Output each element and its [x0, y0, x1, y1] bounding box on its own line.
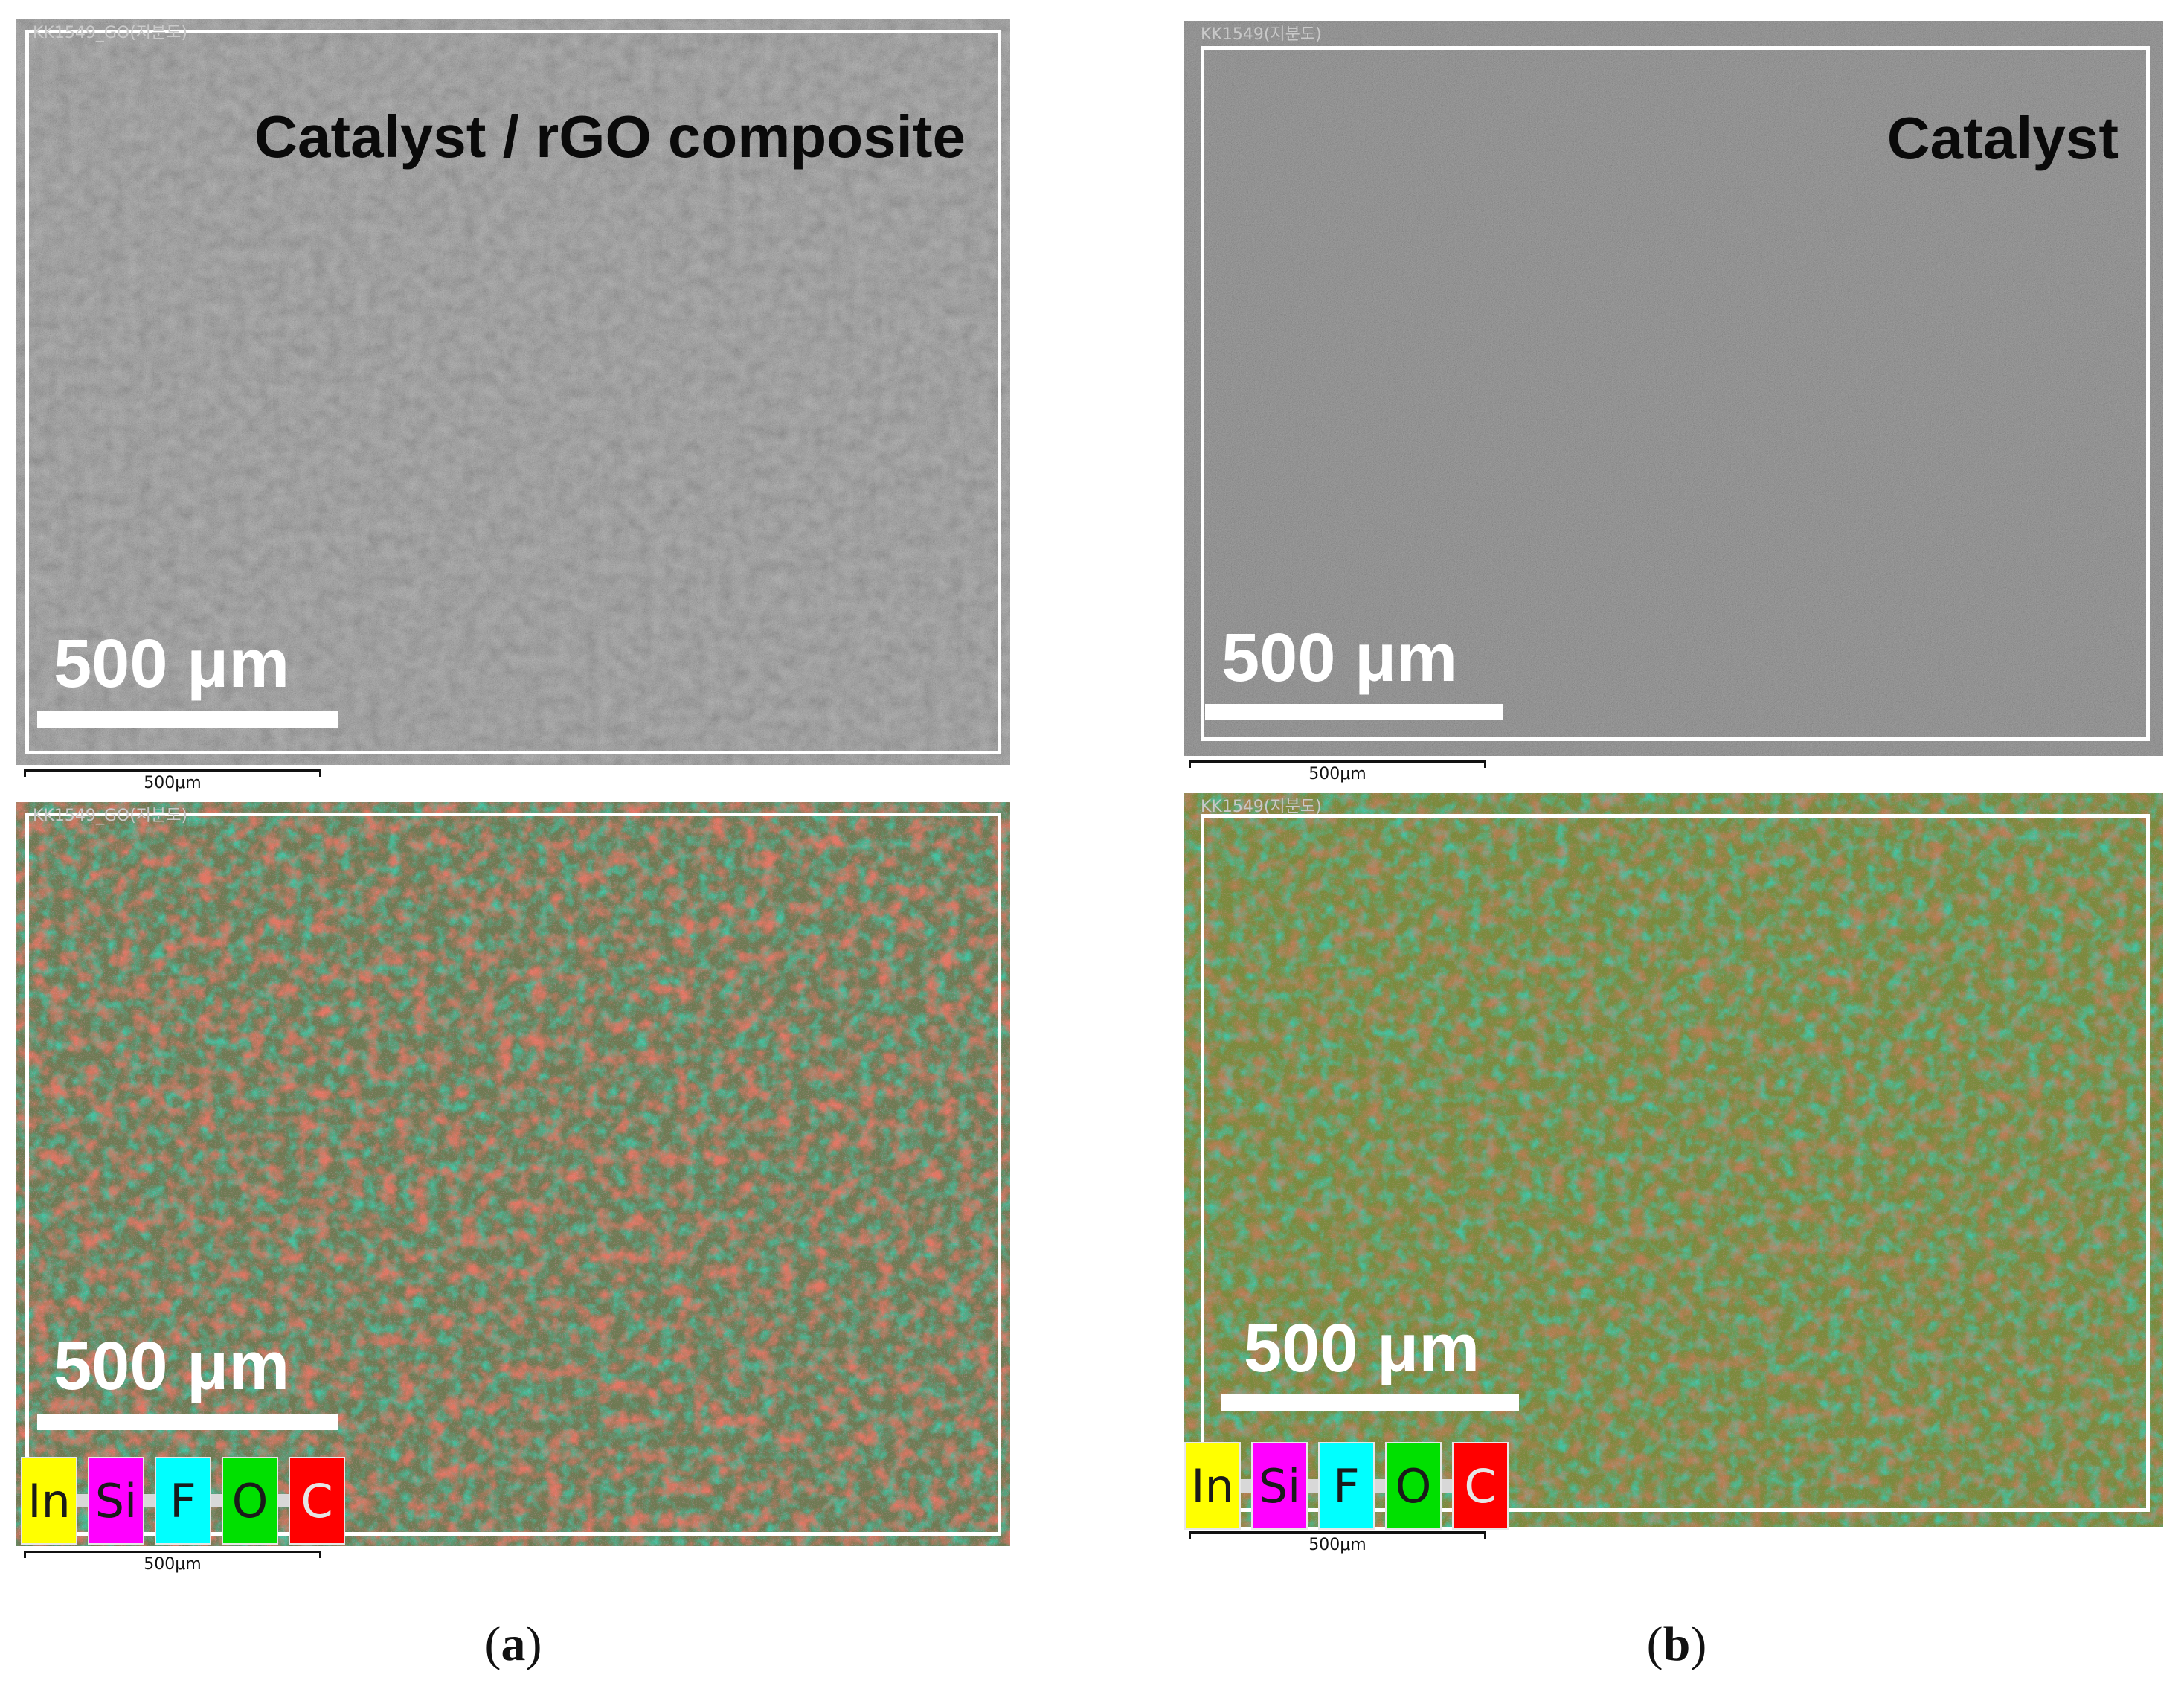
mini-scale-label: 500μm: [1308, 765, 1366, 783]
caption-a: (a): [484, 1617, 542, 1671]
sample-id-header: KK1549(지분도): [1201, 798, 1322, 816]
scale-bar-label: 500 μm: [54, 626, 290, 702]
sem-image-composite: KK1549_GO(지분도) Catalyst / rGO composite …: [16, 19, 1010, 765]
image-frame: [25, 813, 1001, 1536]
caption-b: (b): [1646, 1617, 1707, 1671]
scale-bar-label: 500 μm: [1244, 1310, 1480, 1386]
sample-id-header: KK1549_GO(지분도): [33, 807, 188, 825]
legend-o: O: [222, 1457, 278, 1545]
sample-id-header: KK1549_GO(지분도): [33, 24, 188, 42]
mini-scale-bar: 500μm: [1189, 760, 1486, 783]
image-frame: [25, 30, 1001, 754]
scale-bar-label: 500 μm: [1221, 620, 1458, 696]
legend-c: C: [289, 1457, 345, 1545]
mini-scale-label: 500μm: [144, 774, 202, 792]
sample-id-header: KK1549(지분도): [1201, 25, 1322, 44]
mini-scale-label: 500μm: [1308, 1536, 1366, 1554]
legend-in: In: [1184, 1442, 1241, 1530]
sample-label: Catalyst: [1886, 105, 2119, 171]
mini-scale-bar: 500μm: [24, 769, 321, 792]
legend-o: O: [1385, 1442, 1442, 1530]
mini-scale-bar: 500μm: [1189, 1531, 1486, 1554]
scale-bar-label: 500 μm: [54, 1328, 290, 1404]
scale-bar: [1205, 704, 1503, 720]
legend-si: Si: [88, 1457, 144, 1545]
image-frame: [1201, 46, 2150, 741]
eds-map-catalyst: KK1549(지분도) 500 μm In Si F O C: [1184, 793, 2163, 1530]
scale-bar: [1221, 1394, 1519, 1411]
image-frame: [1201, 814, 2150, 1512]
legend-c: C: [1452, 1442, 1509, 1530]
legend-si: Si: [1251, 1442, 1308, 1530]
eds-map-composite: KK1549_GO(지분도) 500 μm In Si F O C: [16, 802, 1010, 1546]
legend-in: In: [21, 1457, 77, 1545]
sample-label: Catalyst / rGO composite: [254, 103, 966, 170]
legend-f: F: [1318, 1442, 1375, 1530]
mini-scale-bar: 500μm: [24, 1551, 321, 1574]
sem-image-catalyst: KK1549(지분도) Catalyst 500 μm: [1184, 21, 2163, 756]
mini-scale-label: 500μm: [144, 1555, 202, 1574]
scale-bar: [37, 1414, 338, 1430]
scale-bar: [37, 711, 338, 728]
sem-texture: [16, 19, 1010, 765]
sem-texture: [1184, 21, 2163, 756]
legend-f: F: [155, 1457, 211, 1545]
